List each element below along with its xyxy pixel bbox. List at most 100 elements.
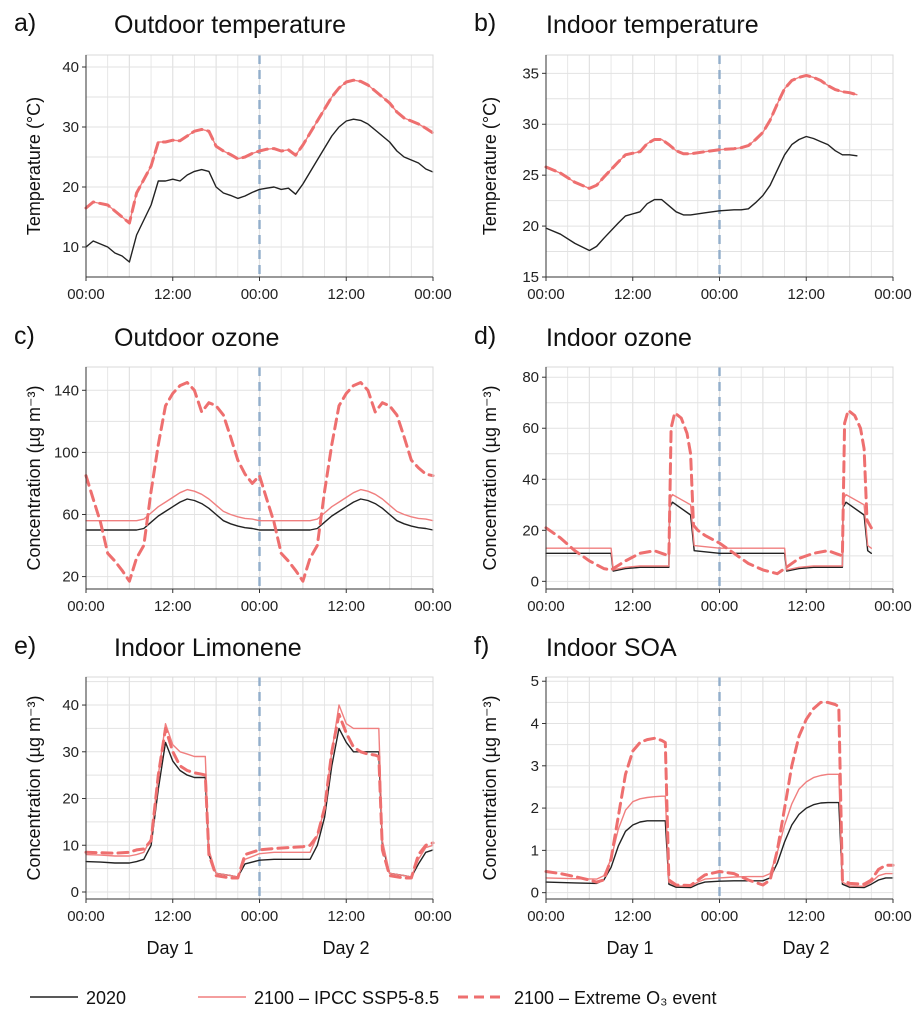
y-tick-label: 0 [71, 884, 79, 901]
x-tick-label: 12:00 [787, 286, 825, 303]
y-axis-label: Temperature (°C) [24, 97, 44, 235]
x-tick-label: 00:00 [241, 286, 279, 303]
series-line-ext [84, 381, 435, 583]
x-tick-label: 12:00 [787, 908, 825, 925]
x-tick-label: 12:00 [614, 908, 652, 925]
y-tick-label: 20 [522, 522, 539, 539]
x-tick-label: 00:00 [241, 908, 279, 925]
day-label-2-right: Day 2 [782, 938, 829, 958]
x-tick-label: 00:00 [701, 598, 739, 615]
y-tick-label: 40 [62, 59, 79, 76]
series-line-ext [544, 73, 859, 190]
y-tick-label: 140 [54, 382, 79, 399]
series-line-ext [84, 712, 435, 880]
x-tick-label: 00:00 [414, 598, 452, 615]
y-tick-label: 25 [522, 167, 539, 184]
series-line-ext [544, 700, 895, 887]
y-tick-label: 30 [522, 116, 539, 133]
legend-label-2020: 2020 [86, 988, 126, 1008]
day-label-2-left: Day 2 [322, 938, 369, 958]
panel-label: f) [474, 632, 489, 660]
y-tick-label: 5 [531, 673, 539, 690]
x-tick-label: 00:00 [701, 286, 739, 303]
series-line-ssp [85, 488, 434, 522]
y-tick-label: 60 [522, 420, 539, 437]
y-tick-label: 0 [531, 885, 539, 902]
panel-title: Outdoor ozone [114, 324, 279, 352]
x-tick-label: 00:00 [874, 598, 912, 615]
y-tick-label: 10 [62, 239, 79, 256]
x-tick-label: 00:00 [874, 908, 912, 925]
panel-label: b) [474, 9, 496, 37]
panel-label: c) [14, 322, 35, 350]
panel-title: Indoor Limonene [114, 634, 302, 662]
x-tick-label: 00:00 [701, 908, 739, 925]
series-line-s2020 [85, 118, 434, 263]
panel-1: 10 20 30 40 00:00 12:00 00:00 12:00 00:00 a) Outdo… [14, 9, 452, 303]
x-tick-label: 12:00 [614, 598, 652, 615]
y-tick-label: 30 [62, 744, 79, 761]
y-axis-label: Concentration (µg m⁻³) [480, 386, 500, 571]
y-tick-label: 10 [62, 837, 79, 854]
y-tick-label: 80 [522, 369, 539, 386]
x-tick-label: 00:00 [527, 598, 565, 615]
panel-title: Indoor SOA [546, 634, 677, 662]
y-tick-label: 3 [531, 758, 539, 775]
series-line-ssp [85, 704, 434, 878]
x-tick-label: 12:00 [327, 908, 365, 925]
y-tick-label: 2 [531, 800, 539, 817]
x-tick-label: 12:00 [154, 908, 192, 925]
day-label-1-left: Day 1 [146, 938, 193, 958]
x-tick-label: 00:00 [67, 908, 105, 925]
y-tick-label: 100 [54, 444, 79, 461]
y-tick-label: 20 [62, 179, 79, 196]
legend-label-ssp: 2100 – IPCC SSP5-8.5 [254, 988, 439, 1008]
panel-label: e) [14, 632, 36, 660]
y-axis-label: Concentration (µg m⁻³) [24, 696, 44, 881]
y-tick-label: 35 [522, 65, 539, 82]
panel-title: Indoor temperature [546, 11, 759, 39]
y-tick-label: 40 [62, 697, 79, 714]
panel-title: Indoor ozone [546, 324, 692, 352]
y-tick-label: 15 [522, 269, 539, 286]
x-tick-label: 12:00 [154, 598, 192, 615]
x-tick-label: 12:00 [327, 598, 365, 615]
x-tick-label: 00:00 [874, 286, 912, 303]
y-tick-label: 40 [522, 471, 539, 488]
series-line-ssp [545, 74, 858, 190]
series-line-ext [84, 78, 435, 225]
x-tick-label: 00:00 [67, 286, 105, 303]
panel-3: 20 60 100 140 00:00 12:00 00:00 12:00 00:00 c) Out… [14, 322, 452, 615]
day-label-1-right: Day 1 [606, 938, 653, 958]
series-line-s2020 [545, 501, 872, 572]
y-tick-label: 30 [62, 119, 79, 136]
y-tick-label: 1 [531, 842, 539, 859]
y-axis-label: Concentration (µg m⁻³) [24, 386, 44, 571]
x-tick-label: 00:00 [414, 286, 452, 303]
x-tick-label: 00:00 [414, 908, 452, 925]
panel-label: a) [14, 9, 36, 37]
panel-label: d) [474, 322, 496, 350]
panel-4: 0 20 40 60 80 00:00 12:00 00:00 12:00 00:00 d) Indo… [474, 322, 912, 615]
panel-6: 0 1 2 3 4 5 00:00 12:00 00:00 12:00 00:00 f) Indoor … [474, 632, 912, 925]
y-tick-label: 4 [531, 716, 539, 733]
x-tick-label: 00:00 [527, 908, 565, 925]
legend: 2020 2100 – IPCC SSP5-8.5 2100 – Extreme… [30, 988, 716, 1008]
series-line-s2020 [545, 135, 858, 252]
y-tick-label: 20 [62, 791, 79, 808]
panel-5: 0 10 20 30 40 00:00 12:00 00:00 12:00 00:00 e) Indo… [14, 632, 452, 925]
y-tick-label: 20 [62, 569, 79, 586]
panel-title: Outdoor temperature [114, 11, 346, 39]
x-tick-label: 12:00 [614, 286, 652, 303]
y-tick-label: 0 [531, 573, 539, 590]
x-tick-label: 12:00 [327, 286, 365, 303]
x-tick-label: 00:00 [67, 598, 105, 615]
x-tick-label: 00:00 [241, 598, 279, 615]
day-labels: Day 1 Day 2 Day 1 Day 2 [146, 938, 829, 958]
y-tick-label: 60 [62, 506, 79, 523]
y-axis-label: Temperature (°C) [480, 97, 500, 235]
series-line-ssp [545, 493, 872, 571]
x-tick-label: 12:00 [787, 598, 825, 615]
